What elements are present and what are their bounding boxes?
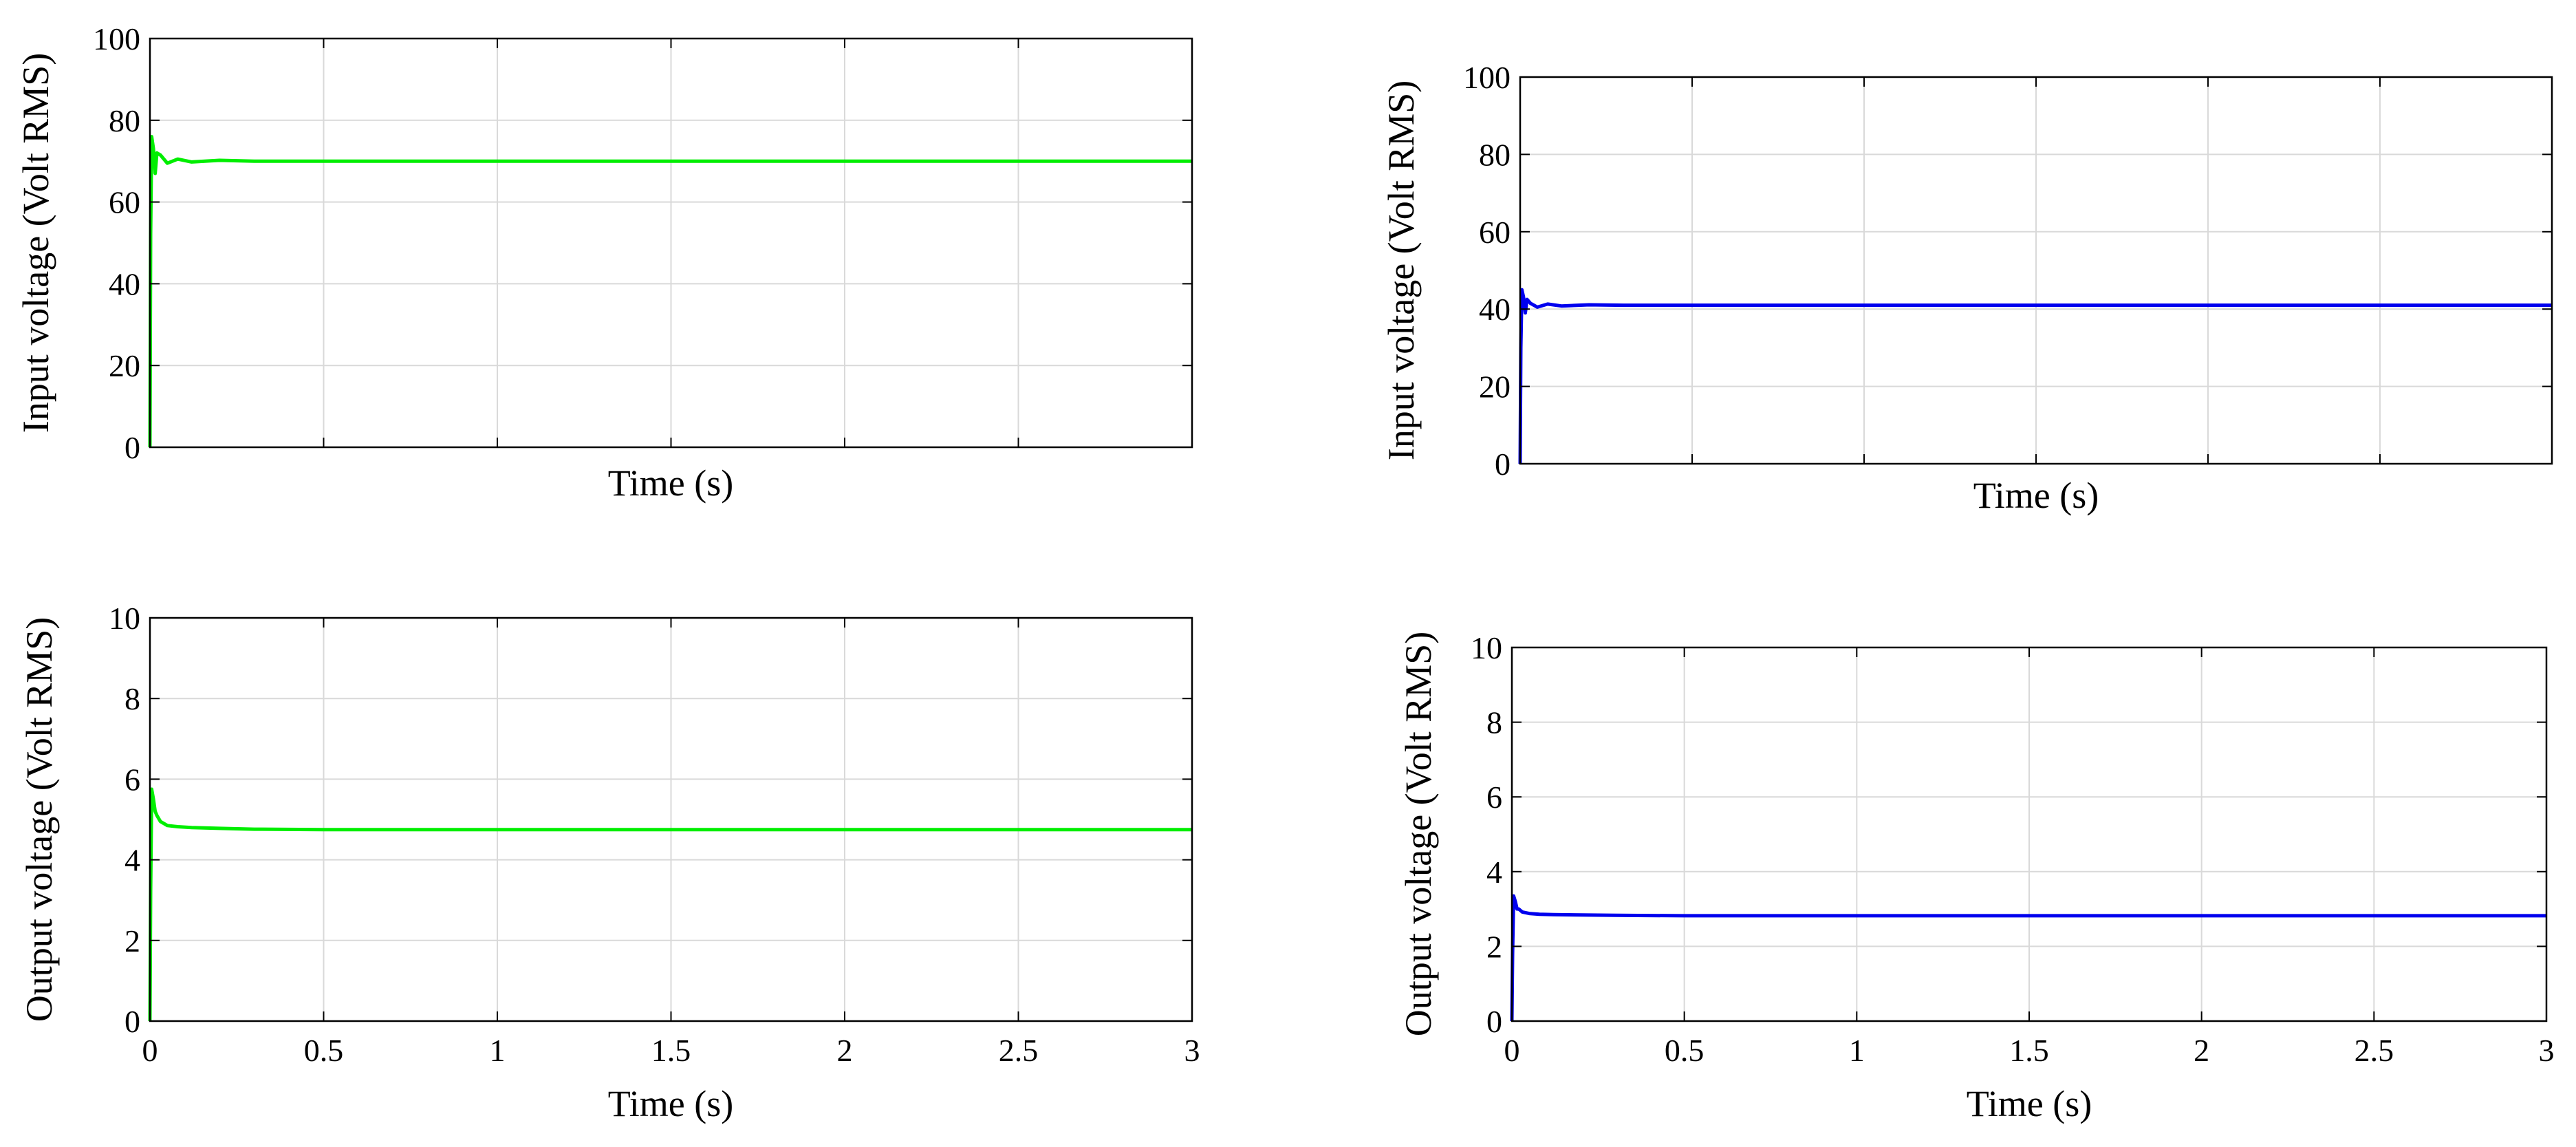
y-tick-label: 20 bbox=[1479, 369, 1511, 405]
y-tick-label: 8 bbox=[125, 681, 140, 716]
x-tick-label: 0 bbox=[1504, 1033, 1520, 1068]
x-tick-label: 1.5 bbox=[651, 1033, 691, 1068]
y-tick-label: 2 bbox=[1486, 929, 1502, 964]
series-line-0 bbox=[148, 787, 1192, 1022]
series-line-0 bbox=[1510, 894, 2546, 1022]
y-tick-label: 6 bbox=[1486, 780, 1502, 815]
y-tick-label: 10 bbox=[109, 601, 140, 636]
x-tick-label: 2.5 bbox=[2355, 1033, 2394, 1068]
y-tick-label: 6 bbox=[125, 762, 140, 797]
y-tick-label: 4 bbox=[125, 843, 140, 878]
y-tick-label: 20 bbox=[109, 348, 140, 383]
x-tick-label: 1 bbox=[490, 1033, 506, 1068]
series-line-0 bbox=[1518, 288, 2552, 464]
y-tick-label: 0 bbox=[1495, 447, 1511, 482]
y-tick-label: 60 bbox=[109, 185, 140, 220]
y-tick-label: 0 bbox=[125, 430, 140, 465]
x-axis-title: Time (s) bbox=[1967, 1083, 2092, 1124]
x-axis-title: Time (s) bbox=[608, 1083, 734, 1124]
y-axis-title: Input voltage (Volt RMS) bbox=[15, 53, 56, 433]
x-tick-label: 1.5 bbox=[2009, 1033, 2049, 1068]
y-tick-label: 0 bbox=[125, 1004, 140, 1039]
x-tick-label: 1 bbox=[1849, 1033, 1865, 1068]
y-tick-label: 4 bbox=[1486, 855, 1502, 890]
series-line-0 bbox=[148, 135, 1192, 448]
x-tick-label: 3 bbox=[1184, 1033, 1200, 1068]
y-tick-label: 0 bbox=[1486, 1004, 1502, 1039]
y-tick-label: 80 bbox=[109, 103, 140, 138]
y-tick-label: 40 bbox=[109, 266, 140, 301]
y-tick-label: 100 bbox=[1463, 60, 1511, 95]
y-axis-title: Output voltage (Volt RMS) bbox=[19, 617, 60, 1022]
y-tick-label: 60 bbox=[1479, 215, 1511, 250]
y-tick-label: 80 bbox=[1479, 137, 1511, 172]
y-tick-label: 2 bbox=[125, 923, 140, 958]
x-tick-label: 2 bbox=[2194, 1033, 2209, 1068]
x-tick-label: 0.5 bbox=[304, 1033, 344, 1068]
x-axis-title: Time (s) bbox=[608, 462, 734, 504]
x-tick-label: 2 bbox=[837, 1033, 853, 1068]
chart-input-voltage-blue: 0 20 40 60 80 100 Time (s) Input voltage (Volt … bbox=[1381, 60, 2553, 516]
x-tick-label: 0 bbox=[142, 1033, 158, 1068]
x-tick-label: 2.5 bbox=[999, 1033, 1039, 1068]
y-tick-label: 40 bbox=[1479, 292, 1511, 327]
y-axis-title: Input voltage (Volt RMS) bbox=[1381, 81, 1422, 461]
chart-output-voltage-green: 0 2 4 6 8 10 0 0.5 1 1.5 2 2.5 3 Time (s) Output volta… bbox=[19, 601, 1200, 1124]
chart-output-voltage-blue: 0 2 4 6 8 10 0 0.5 1 1.5 2 2.5 3 Time (s) Output volta… bbox=[1398, 630, 2555, 1124]
y-tick-label: 8 bbox=[1486, 705, 1502, 740]
chart-input-voltage-green: 0 20 40 60 80 100 Time (s) Input voltage (Volt … bbox=[15, 21, 1193, 504]
y-axis-title: Output voltage (Volt RMS) bbox=[1398, 632, 1439, 1037]
x-axis-title: Time (s) bbox=[1973, 475, 2099, 516]
x-tick-label: 0.5 bbox=[1665, 1033, 1704, 1068]
x-tick-label: 3 bbox=[2539, 1033, 2555, 1068]
y-tick-label: 10 bbox=[1471, 630, 1502, 665]
y-tick-label: 100 bbox=[93, 21, 140, 56]
